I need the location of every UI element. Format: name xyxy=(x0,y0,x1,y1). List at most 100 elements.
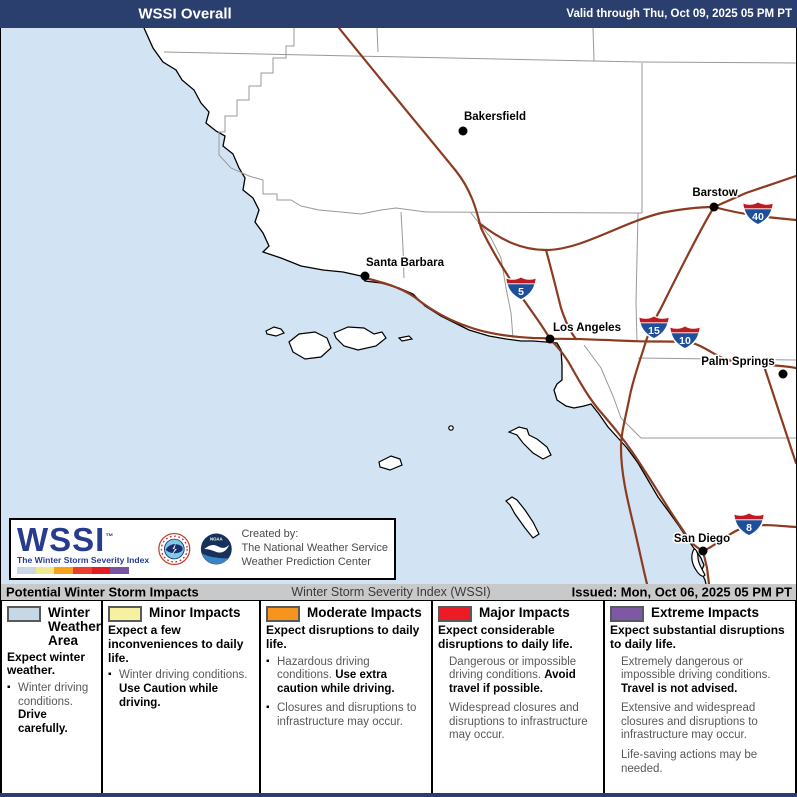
city-dot xyxy=(709,202,719,212)
wssi-wordmark: WSSI xyxy=(17,520,106,558)
legend-lead: Expect substantial disruptions to daily … xyxy=(610,623,785,651)
city-label: Santa Barbara xyxy=(366,257,445,269)
route-i5-south xyxy=(548,337,711,584)
legend: Winter Weather Area Expect winter weather… xyxy=(0,601,797,793)
legend-lead: Expect disruptions to daily life. xyxy=(266,623,420,651)
legend-item: Extensive and widespread closures and di… xyxy=(621,702,758,742)
legend-column-extreme-impacts: Extreme Impacts Expect substantial disrup… xyxy=(605,601,795,793)
route-hwy58 xyxy=(477,205,716,252)
interstate-shield-10: 10 xyxy=(669,325,701,350)
nws-logo-icon xyxy=(158,532,191,566)
legend-title: Minor Impacts xyxy=(149,605,241,620)
legend-lead: Expect a few inconveniences to daily lif… xyxy=(108,623,244,665)
city-dot xyxy=(698,546,708,556)
legend-lead: Expect considerable disruptions to daily… xyxy=(438,623,573,651)
legend-item: Extremely dangerous or impossible drivin… xyxy=(621,655,771,695)
legend-title: Moderate Impacts xyxy=(307,605,422,620)
city-dot xyxy=(545,334,555,344)
city-dot xyxy=(778,369,788,379)
highways xyxy=(337,28,796,584)
legend-item: Dangerous or impossible driving conditio… xyxy=(449,655,577,695)
legend-item: Widespread closures and disruptions to i… xyxy=(449,702,588,742)
island-san-miguel xyxy=(265,326,285,337)
city-label: San Diego xyxy=(674,533,730,545)
island-santa-barbara xyxy=(448,425,454,431)
legend-item: Winter driving conditions. Use Caution w… xyxy=(108,669,255,710)
route-hwy14 xyxy=(544,248,578,341)
wssi-tagline: The Winter Storm Severity Index xyxy=(17,554,150,565)
impacts-bar-title: Potential Winter Storm Impacts xyxy=(6,584,199,600)
extreme-impacts-swatch xyxy=(610,606,644,622)
strip-segment xyxy=(73,567,92,575)
island-santa-rosa xyxy=(288,331,332,360)
issued-timestamp: Issued: Mon, Oct 06, 2025 05 PM PT xyxy=(571,584,792,600)
strip-segment xyxy=(17,567,36,575)
route-i5-north xyxy=(337,28,552,341)
interstate-shield-40: 40 xyxy=(742,201,774,226)
map-region: 5 40 15 10 8 Bakersfield Barstow Santa Barbara L… xyxy=(0,28,797,584)
county-lines xyxy=(163,28,796,439)
legend-item: Closures and disruptions to infrastructu… xyxy=(266,702,427,729)
island-san-clemente xyxy=(505,496,540,539)
legend-title: Extreme Impacts xyxy=(651,605,760,620)
shield-number: 40 xyxy=(752,211,764,223)
city-dot xyxy=(458,126,468,136)
shield-number: 10 xyxy=(679,335,691,347)
legend-column-major-impacts: Major Impacts Expect considerable disrupt… xyxy=(433,601,605,793)
trademark-symbol: ™ xyxy=(105,531,115,541)
island-santa-cruz xyxy=(333,326,387,351)
route-i15 xyxy=(619,205,716,584)
legend-item: Life-saving actions may be needed. xyxy=(621,748,758,775)
noaa-logo-icon: NOAA xyxy=(200,533,232,565)
map-markers: 5 40 15 10 8 Bakersfield Barstow Santa Barbara L… xyxy=(360,110,788,556)
strip-segment xyxy=(35,567,55,575)
island-san-nicolas xyxy=(378,455,403,471)
title-bar: WSSI Overall Valid through Thu, Oct 09, … xyxy=(0,0,797,28)
shield-number: 15 xyxy=(648,325,660,337)
city-label: Bakersfield xyxy=(464,111,526,123)
strip-segment xyxy=(110,567,130,575)
wssi-logo: WSSI™ The Winter Storm Severity Index xyxy=(17,520,150,575)
legend-title: Winter Weather Area xyxy=(48,605,102,649)
interstate-shield-15: 15 xyxy=(638,315,670,340)
credit-box: WSSI™ The Winter Storm Severity Index NO… xyxy=(9,518,396,580)
bottom-strip xyxy=(0,793,797,797)
severity-color-strip xyxy=(17,567,130,575)
city-dot xyxy=(360,271,370,281)
legend-column-minor-impacts: Minor Impacts Expect a few inconveniences… xyxy=(103,601,261,793)
minor-impacts-swatch xyxy=(108,606,142,622)
shield-number: 5 xyxy=(518,286,524,298)
route-hwy86 xyxy=(762,364,796,465)
strip-segment xyxy=(54,567,74,575)
san-diego-bay xyxy=(691,548,706,577)
wssi-full-name: Winter Storm Severity Index (WSSI) xyxy=(291,585,491,599)
legend-title: Major Impacts xyxy=(479,605,570,620)
legend-column-moderate-impacts: Moderate Impacts Expect disruptions to da… xyxy=(261,601,433,793)
route-us101 xyxy=(363,276,552,341)
island-catalina xyxy=(507,426,552,460)
interstate-shield-8: 8 xyxy=(733,512,765,537)
created-by-text: Created by: The National Weather Service… xyxy=(241,528,388,568)
city-label: Barstow xyxy=(692,187,737,199)
strip-segment xyxy=(91,567,111,575)
legend-lead: Expect winter weather. xyxy=(7,649,86,678)
socal-map: 5 40 15 10 8 Bakersfield Barstow Santa Barbara L… xyxy=(1,28,796,584)
moderate-impacts-swatch xyxy=(266,606,300,622)
coastline xyxy=(143,28,707,584)
channel-islands xyxy=(265,326,552,539)
legend-column-winter-weather-area: Winter Weather Area Expect winter weather… xyxy=(2,601,103,793)
city-label: Los Angeles xyxy=(553,322,621,334)
shield-number: 8 xyxy=(746,522,752,534)
legend-item: Winter driving conditions. Drive careful… xyxy=(7,682,97,736)
route-i15-vegas xyxy=(712,174,796,209)
valid-through-text: Valid through Thu, Oct 09, 2025 05 PM PT xyxy=(566,8,792,20)
page-title: WSSI Overall xyxy=(138,5,232,23)
svg-text:NOAA: NOAA xyxy=(210,536,223,541)
legend-item: Hazardous driving conditions. Use extra … xyxy=(266,656,427,697)
issued-bar: Potential Winter Storm Impacts Winter St… xyxy=(0,584,797,601)
city-label: Palm Springs xyxy=(701,356,775,368)
major-impacts-swatch xyxy=(438,606,472,622)
interstate-shield-5: 5 xyxy=(505,276,537,301)
winter-weather-area-swatch xyxy=(7,606,41,622)
island-anacapa xyxy=(397,335,414,342)
